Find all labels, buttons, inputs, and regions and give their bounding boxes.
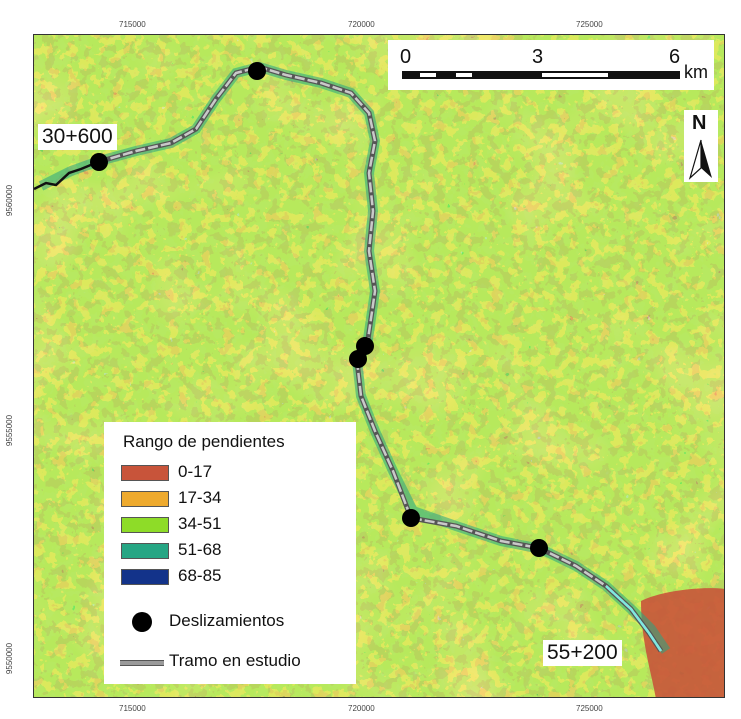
legend-swatch-68-85 — [121, 569, 169, 585]
landslide-point — [90, 153, 108, 171]
bottom-tick-1: 715000 — [119, 704, 146, 713]
legend-label-17-34: 17-34 — [178, 488, 222, 507]
scale-bar-segments — [402, 71, 680, 79]
section-end-label: 55+200 — [543, 640, 622, 666]
top-tick-3: 725000 — [576, 20, 603, 29]
top-tick-2: 720000 — [348, 20, 375, 29]
scale-label-0: 0 — [400, 46, 412, 68]
section-start-label: 30+600 — [38, 124, 117, 150]
scale-bar: 0 3 6 km — [388, 40, 714, 90]
study-section-end-segment — [605, 585, 663, 652]
legend-label-51-68: 51-68 — [178, 540, 222, 559]
scale-label-6: 6 — [669, 46, 681, 68]
road-approach-line — [34, 160, 99, 191]
left-tick-2: 9555000 — [5, 414, 15, 447]
scale-label-3: 3 — [532, 46, 544, 68]
legend-swatch-34-51 — [121, 517, 169, 533]
landslide-point — [402, 509, 420, 527]
legend-title: Rango de pendientes — [123, 432, 285, 451]
legend-label-34-51: 34-51 — [178, 514, 222, 533]
legend-swatch-51-68 — [121, 543, 169, 559]
legend-swatch-17-34 — [121, 491, 169, 507]
legend-landslides-label: Deslizamientos — [169, 611, 285, 630]
legend-label-0-17: 0-17 — [178, 462, 213, 481]
north-letter: N — [692, 112, 707, 134]
legend-label-68-85: 68-85 — [178, 566, 222, 585]
landslide-point — [248, 62, 266, 80]
landslide-legend-icon — [132, 612, 152, 632]
landslide-point — [349, 350, 367, 368]
left-tick-1: 9560000 — [5, 184, 15, 217]
landslide-point — [530, 539, 548, 557]
legend-study-section-label: Tramo en estudio — [169, 651, 301, 670]
legend: Rango de pendientes 0-17 17-34 34-51 51-… — [104, 422, 356, 684]
bottom-tick-2: 720000 — [348, 704, 375, 713]
top-tick-1: 715000 — [119, 20, 146, 29]
north-arrow: N — [684, 110, 718, 182]
bottom-tick-3: 725000 — [576, 704, 603, 713]
legend-swatch-0-17 — [121, 465, 169, 481]
north-arrow-icon — [688, 139, 712, 180]
left-tick-3: 9550000 — [5, 642, 15, 675]
scale-unit: km — [684, 62, 708, 82]
study-section-legend-icon — [120, 660, 164, 666]
